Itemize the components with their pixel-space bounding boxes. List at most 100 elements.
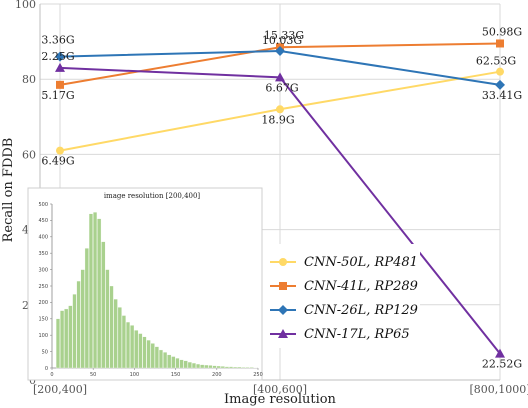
inset-bar bbox=[212, 365, 217, 369]
inset-bar bbox=[88, 213, 93, 369]
inset-bar bbox=[105, 269, 110, 369]
inset-bar bbox=[84, 248, 89, 369]
inset-bar bbox=[72, 294, 77, 369]
inset-bar bbox=[134, 330, 139, 369]
inset-y-tick-label: 200 bbox=[38, 300, 48, 306]
inset-bar bbox=[179, 359, 184, 369]
inset-y-tick-label: 450 bbox=[38, 218, 48, 224]
inset-bar bbox=[126, 321, 131, 369]
inset-bar bbox=[101, 241, 106, 369]
inset-bar bbox=[158, 349, 163, 369]
inset-x-tick-label: 250 bbox=[253, 372, 263, 378]
inset-tick-labels: 0 50 100 150 200 250 300 350 400 450 500 0 50 100 150 2… bbox=[38, 202, 262, 378]
inset-y-tick-label: 350 bbox=[38, 251, 48, 257]
data-label: 3.36G bbox=[41, 34, 74, 47]
inset-bar bbox=[93, 212, 98, 369]
inset-bar bbox=[60, 310, 65, 369]
inset-x-tick-label: 200 bbox=[212, 372, 222, 378]
series-point bbox=[56, 146, 64, 155]
y-tick-label: 100 bbox=[15, 0, 36, 11]
inset-bar bbox=[224, 366, 229, 369]
inset-y-tick-label: 150 bbox=[38, 317, 48, 323]
inset-bar bbox=[138, 333, 143, 369]
series-point bbox=[495, 348, 505, 358]
legend: CNN-50L, RP481 CNN-41L, RP289 CNN-26L, RP1… bbox=[260, 244, 420, 348]
inset-x-tick-label: 50 bbox=[90, 372, 96, 378]
inset-bar bbox=[113, 298, 118, 369]
series-point bbox=[55, 51, 65, 62]
data-label: 5.17G bbox=[41, 89, 74, 102]
legend-marker bbox=[279, 258, 287, 266]
legend-marker bbox=[278, 329, 288, 338]
inset-histogram: image resolution [200,400] 0 50 100 150 200 2… bbox=[27, 187, 263, 381]
data-label: 15.33G bbox=[264, 29, 304, 42]
inset-bar bbox=[142, 336, 147, 369]
data-labels: 6.49G 18.9G 62.53G 5.17G 15.33G 50.98G 3.36G 10… bbox=[41, 25, 522, 370]
series-point bbox=[275, 46, 285, 56]
inset-title: image resolution [200,400] bbox=[104, 192, 201, 200]
inset-bar bbox=[241, 367, 246, 369]
inset-x-tick-label: 100 bbox=[130, 372, 140, 378]
inset-bar bbox=[97, 218, 102, 369]
inset-bar bbox=[117, 307, 122, 369]
inset-bar bbox=[121, 315, 126, 369]
inset-bar bbox=[191, 362, 196, 369]
inset-y-tick-label: 500 bbox=[38, 202, 48, 208]
inset-bars bbox=[55, 212, 258, 369]
legend-marker bbox=[279, 282, 287, 290]
legend-marker bbox=[278, 305, 288, 315]
legend-entry: CNN-17L, RP65 bbox=[304, 327, 410, 342]
inset-x-tick-label: 0 bbox=[50, 372, 53, 378]
inset-bar bbox=[249, 367, 254, 369]
series-point bbox=[55, 62, 65, 72]
inset-bar bbox=[55, 318, 60, 369]
inset-bar bbox=[229, 366, 234, 369]
inset-bar bbox=[245, 367, 250, 369]
inset-bar bbox=[109, 285, 114, 369]
inset-bar bbox=[216, 365, 221, 369]
inset-bar bbox=[130, 325, 135, 369]
inset-x-tick-label: 150 bbox=[171, 372, 181, 378]
inset-y-tick-label: 100 bbox=[38, 333, 48, 339]
inset-bar bbox=[183, 360, 188, 369]
inset-bar bbox=[146, 339, 151, 369]
inset-bar bbox=[154, 346, 159, 369]
inset-y-tick-label: 300 bbox=[38, 267, 48, 273]
data-label: 22.52G bbox=[482, 358, 522, 371]
inset-bar bbox=[80, 269, 85, 369]
inset-bar bbox=[68, 305, 73, 369]
x-tick-label: [200,400] bbox=[33, 383, 87, 396]
inset-bar bbox=[208, 365, 213, 369]
inset-bar bbox=[167, 354, 172, 369]
inset-y-tick-label: 50 bbox=[42, 349, 48, 355]
inset-y-tick-label: 0 bbox=[45, 366, 48, 372]
inset-bar bbox=[187, 361, 192, 369]
inset-bar bbox=[196, 363, 201, 369]
y-tick-label: 80 bbox=[22, 73, 36, 86]
y-tick-label: 60 bbox=[22, 148, 36, 161]
inset-bar bbox=[233, 366, 238, 369]
series-point bbox=[495, 79, 505, 90]
inset-bar bbox=[220, 366, 225, 369]
legend-entry: CNN-26L, RP129 bbox=[304, 303, 418, 318]
x-tick-label: [400,600] bbox=[253, 383, 307, 396]
data-label: 33.41G bbox=[482, 89, 522, 102]
legend-entry: CNN-41L, RP289 bbox=[304, 279, 418, 294]
inset-y-tick-label: 400 bbox=[38, 235, 48, 241]
data-label: 62.53G bbox=[476, 55, 516, 68]
series-point bbox=[276, 105, 284, 114]
inset-bar bbox=[163, 352, 168, 369]
inset-y-tick-label: 250 bbox=[38, 284, 48, 290]
inset-bar bbox=[175, 358, 180, 369]
data-label: 2.25G bbox=[41, 50, 74, 63]
y-axis-title: Recall on FDDB bbox=[1, 138, 16, 243]
inset-bar bbox=[76, 280, 81, 369]
inset-bar bbox=[204, 364, 209, 369]
series-point bbox=[275, 72, 285, 82]
series-layer bbox=[55, 39, 505, 358]
series-point bbox=[496, 39, 504, 48]
inset-bar bbox=[200, 364, 205, 369]
data-label: 6.67G bbox=[265, 81, 298, 94]
inset-bar bbox=[171, 356, 176, 369]
